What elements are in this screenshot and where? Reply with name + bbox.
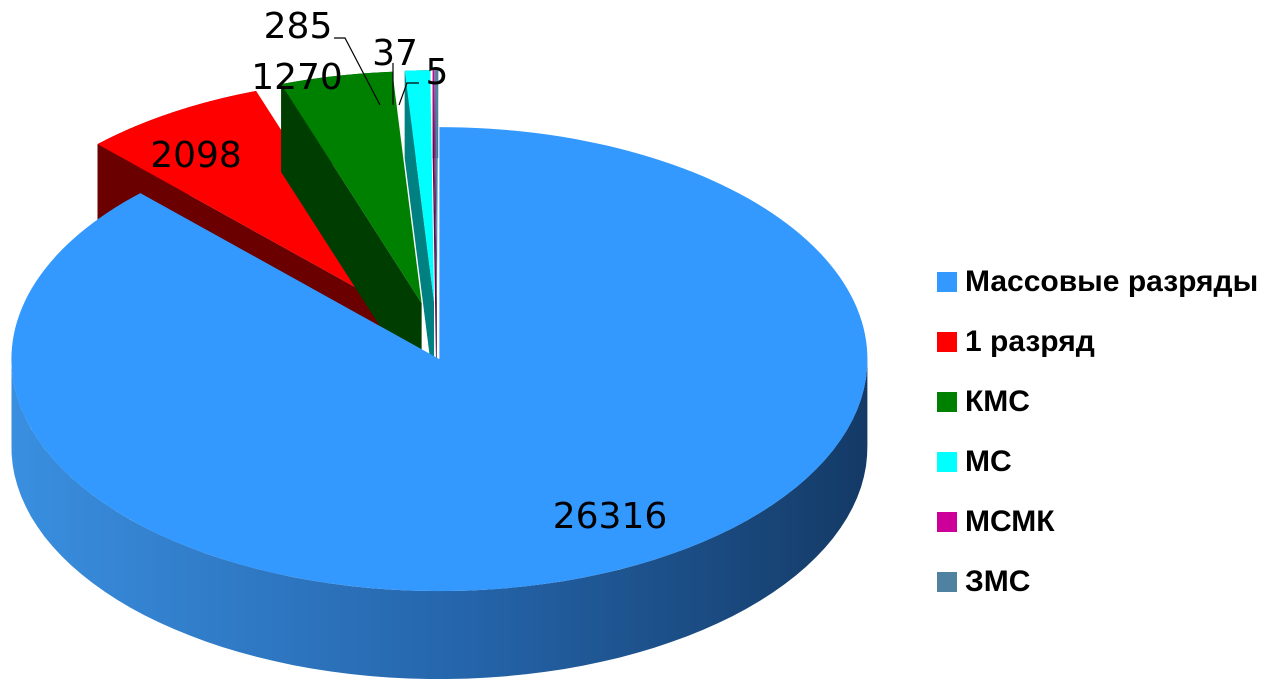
legend-item: МСМК (937, 492, 1277, 552)
legend-swatch (937, 452, 957, 472)
data-label-1: 26316 (553, 496, 668, 537)
pie-slices (11, 70, 868, 679)
legend-swatch (937, 572, 957, 592)
slice-2-top (97, 90, 397, 311)
legend-item: Массовые разряды (937, 252, 1277, 312)
legend-swatch (937, 392, 957, 412)
legend-swatch (937, 332, 957, 352)
slice-4-top (404, 70, 435, 303)
legend-label: ЗМС (965, 565, 1031, 598)
legend: Массовые разряды 1 разряд КМС МС МСМК ЗМС (937, 252, 1277, 612)
slice-6-top (434, 70, 439, 303)
slice-1-top (11, 127, 868, 592)
legend-item: 1 разряд (937, 312, 1277, 372)
data-label-5: 5 (426, 52, 449, 93)
slice-6 (434, 70, 439, 391)
legend-swatch (937, 272, 957, 292)
slice-3-top (281, 71, 422, 304)
data-label-2: 2098 (150, 135, 242, 176)
slice-5-top (432, 70, 437, 303)
slice-1-side (11, 355, 868, 679)
slice-1 (11, 127, 868, 679)
legend-item: КМС (937, 372, 1277, 432)
slice-5 (432, 70, 437, 391)
legend-item: МС (937, 432, 1277, 492)
legend-swatch (937, 512, 957, 532)
leader-lines (334, 37, 419, 106)
legend-item: ЗМС (937, 552, 1277, 612)
leader-line-4 (334, 37, 381, 106)
legend-label: МС (965, 445, 1012, 478)
slice-3 (281, 71, 422, 392)
leader-line-5 (398, 82, 419, 106)
legend-label: Массовые разряды (965, 265, 1259, 298)
slice-4 (404, 70, 435, 391)
legend-label: 1 разряд (965, 325, 1095, 358)
data-label-4: 285 (264, 6, 333, 47)
data-label-3: 1270 (251, 57, 343, 98)
data-label-6: 37 (372, 33, 418, 74)
legend-label: КМС (965, 385, 1030, 418)
legend-label: МСМК (965, 505, 1055, 538)
